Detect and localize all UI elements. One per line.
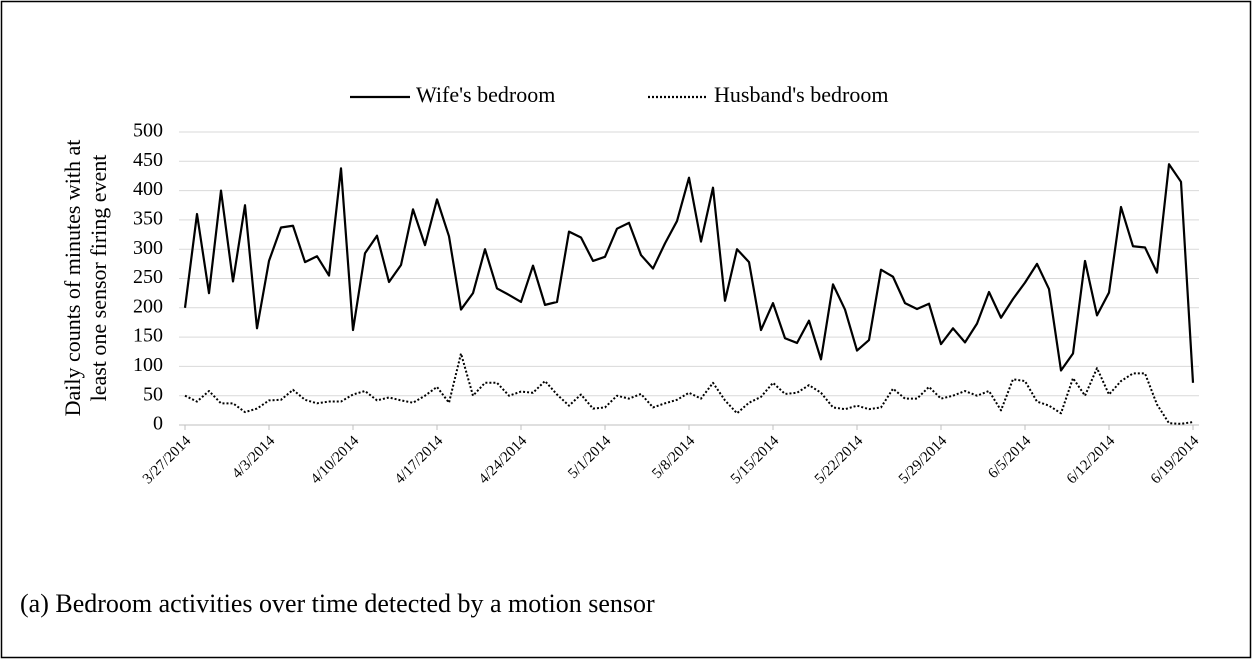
- y-tick-label: 400: [133, 178, 163, 200]
- y-tick-label: 100: [133, 354, 163, 376]
- y-tick-label: 200: [133, 295, 163, 317]
- y-tick-label: 350: [133, 207, 163, 229]
- y-axis-label: Daily counts of minutes with at: [60, 140, 85, 417]
- caption: (a) Bedroom activities over time detecte…: [20, 589, 655, 618]
- y-tick-label: 500: [133, 120, 163, 142]
- series-line: [183, 163, 1195, 383]
- y-axis-label: least one sensor firing event: [86, 155, 111, 402]
- y-tick-label: 250: [133, 266, 163, 288]
- y-tick-label: 0: [153, 413, 163, 435]
- y-tick-label: 450: [133, 149, 163, 171]
- legend-label: Husband's bedroom: [714, 82, 888, 107]
- legend-label: Wife's bedroom: [416, 82, 555, 107]
- y-tick-label: 50: [143, 383, 163, 405]
- y-tick-label: 300: [133, 237, 163, 259]
- y-tick-label: 150: [133, 325, 163, 347]
